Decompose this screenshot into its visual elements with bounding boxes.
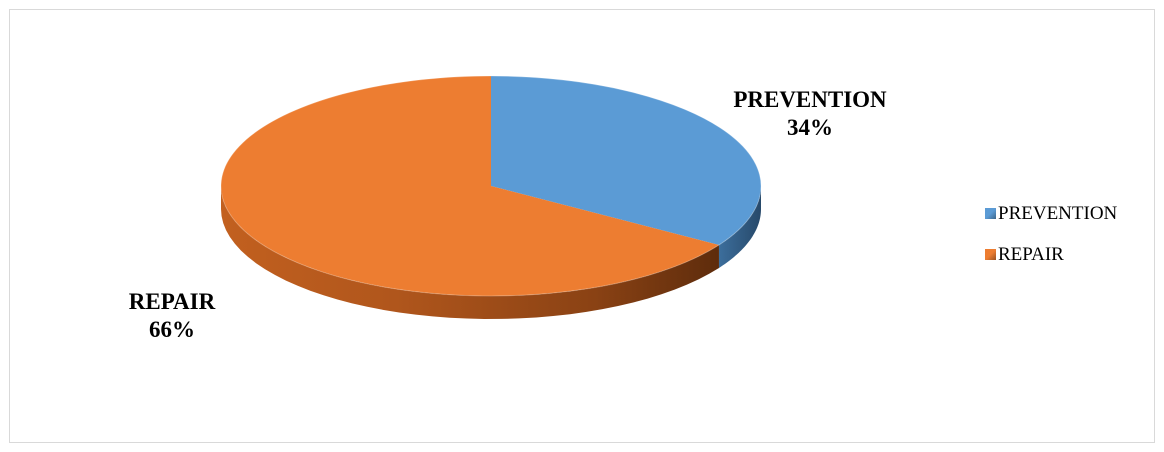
legend-swatch-prevention bbox=[985, 208, 996, 219]
pie-wall-prevention bbox=[718, 186, 761, 268]
pie-rim bbox=[220, 75, 762, 297]
legend-item-repair: REPAIR bbox=[985, 242, 1117, 267]
legend-item-prevention: PREVENTION bbox=[985, 201, 1117, 226]
pie-top-faces bbox=[220, 75, 762, 297]
pie-slice-prevention bbox=[491, 76, 761, 245]
data-label-prevention-name: PREVENTION bbox=[733, 87, 887, 112]
pie-wall-repair bbox=[221, 186, 719, 319]
pie-side-walls bbox=[221, 186, 761, 319]
data-label-repair: REPAIR 66% bbox=[102, 288, 242, 344]
legend-swatch-repair bbox=[985, 249, 996, 260]
legend-label-prevention: PREVENTION bbox=[998, 202, 1118, 224]
data-label-repair-value: 66% bbox=[149, 317, 195, 342]
legend-label-repair: REPAIR bbox=[998, 243, 1064, 265]
pie-slice-repair bbox=[220, 76, 719, 297]
legend: PREVENTION REPAIR bbox=[985, 201, 1117, 283]
data-label-prevention: PREVENTION 34% bbox=[715, 86, 905, 142]
data-label-repair-name: REPAIR bbox=[128, 289, 216, 314]
data-label-prevention-value: 34% bbox=[787, 115, 833, 140]
